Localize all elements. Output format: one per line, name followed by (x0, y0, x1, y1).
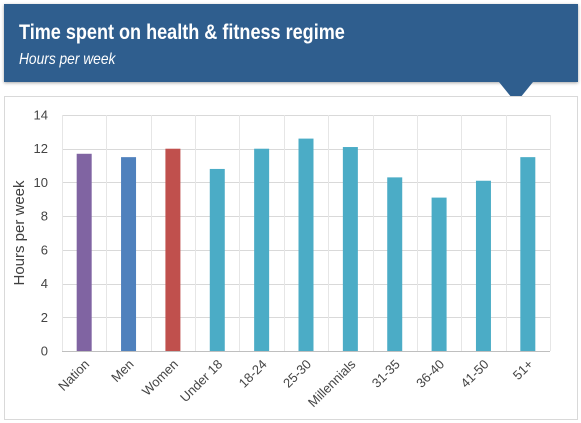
y-tick-label: 12 (34, 141, 48, 156)
bar-nation (76, 153, 92, 351)
y-tick-label: 8 (41, 209, 48, 224)
bar-36-40 (431, 197, 447, 351)
y-tick-label: 6 (41, 242, 48, 257)
bar-41-50 (475, 180, 491, 351)
chart-title: Time spent on health & fitness regime (19, 21, 345, 44)
bars (76, 138, 536, 351)
chart-header-banner: Time spent on health & fitness regime Ho… (4, 4, 578, 82)
y-tick-label: 4 (41, 276, 48, 291)
y-tick-label: 2 (41, 310, 48, 325)
bar-men (121, 157, 137, 351)
bar-51- (520, 157, 536, 351)
y-axis-title: Hours per week (11, 180, 28, 286)
bar-millennials (342, 147, 358, 351)
y-tick-label: 10 (34, 175, 48, 190)
y-tick-label: 14 (34, 108, 48, 123)
bar-women (165, 148, 181, 351)
bar-under-18 (209, 168, 225, 351)
chart-subtitle: Hours per week (19, 51, 116, 68)
bar-18-24 (254, 148, 270, 351)
bar-31-35 (387, 177, 403, 351)
y-tick-labels: 0 2 4 6 8 10 12 14 (34, 108, 48, 359)
y-tick-label: 0 (41, 344, 48, 359)
bar-25-30 (298, 138, 314, 351)
